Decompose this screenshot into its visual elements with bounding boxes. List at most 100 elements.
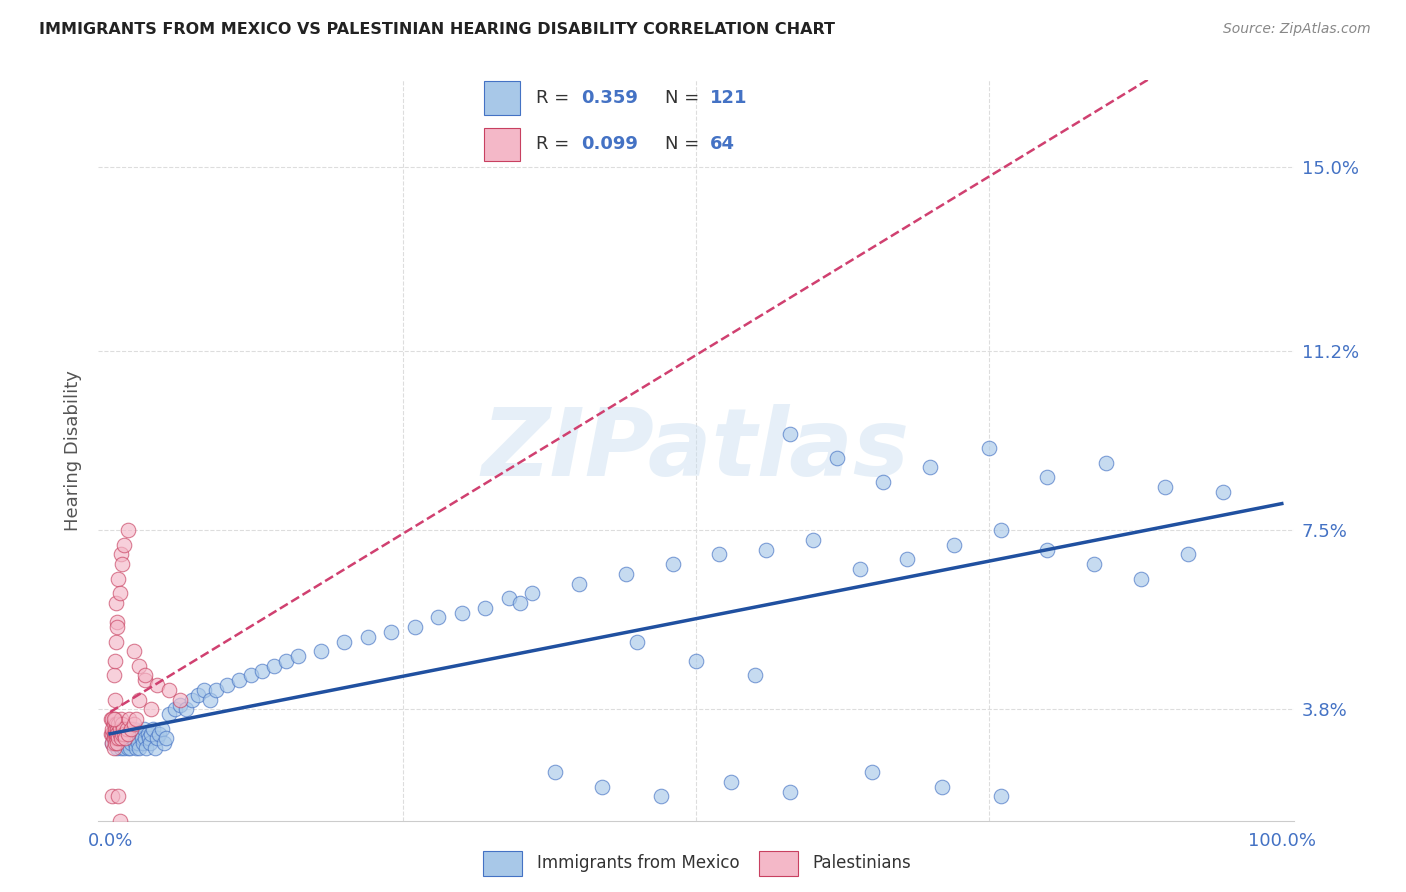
Point (169, 692, 191, 706)
Point (107, 736, 129, 750)
Point (108, 586, 131, 600)
Point (544, 765, 567, 780)
Point (591, 780, 613, 794)
FancyBboxPatch shape (484, 851, 523, 876)
Point (120, 741, 141, 756)
Point (187, 688, 209, 702)
Point (333, 634, 356, 648)
Point (101, 736, 124, 750)
Text: 64: 64 (710, 136, 735, 153)
Point (125, 741, 148, 756)
Point (146, 678, 169, 692)
Point (153, 736, 176, 750)
Point (125, 712, 148, 726)
Point (142, 722, 165, 736)
Point (228, 673, 250, 688)
Point (134, 731, 156, 746)
Point (104, 736, 127, 750)
Point (104, 654, 127, 668)
Point (115, 722, 138, 736)
Point (685, 654, 707, 668)
Point (107, 717, 129, 731)
Point (942, 538, 965, 552)
Point (108, 726, 131, 740)
Point (138, 731, 160, 746)
Point (872, 475, 894, 489)
Point (107, 731, 129, 746)
Point (380, 624, 402, 639)
FancyBboxPatch shape (759, 851, 797, 876)
Point (104, 712, 127, 726)
Point (120, 736, 142, 750)
Text: R =: R = (536, 136, 575, 153)
Point (112, 726, 135, 740)
Point (129, 726, 152, 740)
Point (204, 683, 226, 698)
Point (117, 741, 139, 756)
Point (825, 450, 848, 465)
Point (118, 712, 141, 726)
Point (112, 726, 135, 740)
Point (779, 426, 801, 441)
Point (1212, 484, 1234, 499)
Point (779, 784, 801, 798)
Point (103, 726, 125, 740)
Point (977, 441, 1000, 455)
Point (115, 736, 138, 750)
Point (122, 722, 145, 736)
Point (626, 634, 648, 648)
Point (990, 524, 1012, 538)
Point (134, 668, 156, 682)
Point (105, 717, 128, 731)
Point (112, 722, 135, 736)
Point (104, 722, 127, 736)
Point (181, 692, 204, 706)
Text: Source: ZipAtlas.com: Source: ZipAtlas.com (1223, 22, 1371, 37)
Point (155, 731, 177, 746)
Point (105, 726, 128, 740)
Point (357, 630, 380, 644)
Point (650, 789, 672, 804)
Point (104, 736, 127, 750)
Point (105, 634, 128, 648)
Point (128, 741, 150, 756)
Point (931, 780, 953, 794)
Point (520, 586, 543, 600)
Point (101, 726, 124, 740)
Point (114, 731, 136, 746)
Point (105, 722, 128, 736)
Point (111, 557, 134, 571)
Point (103, 731, 125, 746)
Point (104, 692, 127, 706)
Point (157, 683, 180, 698)
Point (450, 606, 472, 620)
Point (103, 731, 125, 746)
Point (474, 600, 496, 615)
Point (100, 726, 122, 740)
Point (118, 722, 141, 736)
Point (661, 557, 683, 571)
Point (103, 668, 125, 682)
Point (135, 741, 157, 756)
Point (217, 678, 239, 692)
Point (274, 654, 297, 668)
Text: 121: 121 (710, 89, 748, 107)
Point (124, 736, 146, 750)
Point (110, 712, 132, 726)
Point (112, 722, 135, 736)
Point (193, 683, 215, 698)
Point (111, 726, 134, 740)
Point (105, 726, 128, 740)
Text: R =: R = (536, 89, 575, 107)
Point (498, 591, 520, 605)
Point (709, 548, 731, 562)
Point (108, 814, 131, 828)
Point (169, 698, 191, 712)
Point (103, 712, 125, 726)
Point (132, 736, 155, 750)
Point (103, 741, 125, 756)
Point (114, 722, 136, 736)
Point (104, 726, 127, 740)
Point (755, 542, 778, 557)
Point (125, 726, 148, 740)
